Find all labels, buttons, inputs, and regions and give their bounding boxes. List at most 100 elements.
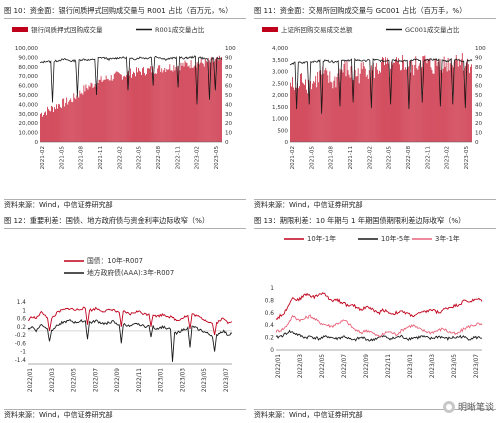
bar	[311, 89, 313, 142]
bar	[205, 60, 207, 142]
bar	[301, 73, 302, 142]
bar	[361, 69, 363, 142]
bar	[313, 81, 315, 142]
bar	[109, 80, 111, 142]
panel-fig13: 图 13：期限利差：10 年期与 1 年期国债期限利差边际收窄（%） 10年-1…	[254, 214, 496, 419]
bar	[317, 71, 319, 142]
y-tick: 0	[270, 348, 274, 354]
bar	[138, 68, 139, 142]
bar	[79, 90, 81, 142]
y-tick-left: 90,000	[18, 55, 38, 61]
y-tick-right: 0	[225, 140, 229, 146]
bar	[351, 76, 353, 142]
x-tick: 2023/03	[180, 368, 186, 392]
y-tick: 1.4	[17, 300, 27, 306]
x-tick: 2022-08	[406, 146, 412, 170]
bar	[206, 62, 208, 142]
bar	[381, 61, 382, 143]
bar	[176, 69, 178, 142]
bar	[106, 79, 108, 142]
bar	[393, 62, 394, 142]
bar	[332, 88, 334, 142]
bar	[310, 81, 312, 142]
bar	[182, 62, 184, 142]
bar	[466, 58, 468, 142]
bar	[143, 67, 144, 142]
bar	[365, 76, 367, 142]
bar	[95, 87, 97, 142]
bar	[75, 99, 77, 142]
bar	[55, 109, 56, 142]
bar	[292, 77, 293, 142]
bar	[392, 64, 393, 142]
bar	[78, 97, 80, 142]
bar	[73, 93, 75, 142]
bar	[108, 80, 110, 142]
bar	[417, 69, 419, 142]
bar	[363, 66, 365, 142]
bar	[96, 87, 98, 142]
x-tick: 2021-05	[309, 146, 315, 170]
panel-fig11: 图 11：资金面：交易所回购成交量与 GC001 占比（百万手，%） 上证所回购…	[254, 4, 496, 209]
x-tick: 2022/09	[115, 368, 121, 392]
bar	[166, 68, 168, 142]
x-tick: 2022-05	[387, 146, 393, 170]
bar	[139, 70, 140, 142]
bar	[216, 56, 218, 142]
bar	[185, 62, 187, 142]
bar	[315, 76, 317, 142]
bar	[202, 63, 204, 142]
bar	[449, 63, 451, 142]
bar	[456, 59, 458, 142]
y-tick-left: 1,000	[272, 117, 288, 123]
y-tick-left: 2,000	[272, 93, 288, 99]
bar	[120, 74, 122, 142]
bar	[452, 67, 454, 142]
bar	[397, 61, 398, 142]
bar	[77, 96, 79, 142]
y-tick: -0.2	[15, 333, 27, 339]
y-tick-right: 100	[225, 46, 236, 52]
bar	[172, 71, 174, 142]
x-tick: 2023-05	[214, 146, 220, 170]
y-tick-left: 80,000	[18, 65, 38, 71]
x-tick: 2022-11	[175, 146, 181, 170]
x-tick: 2022/07	[342, 354, 348, 378]
y-tick-left: 3,000	[272, 70, 288, 76]
bar	[42, 116, 43, 142]
y-tick-left: 1,500	[272, 105, 288, 111]
bar	[80, 93, 82, 142]
bar	[203, 66, 205, 142]
bar	[212, 62, 214, 143]
legend-label: 地方政府债(AAA):3年-R007	[87, 268, 174, 277]
bar	[423, 56, 425, 142]
bar	[137, 72, 138, 142]
bar	[403, 61, 405, 142]
legend-label-line: R001成交量占比	[155, 25, 205, 34]
bar	[191, 67, 193, 142]
bar	[154, 73, 156, 142]
bar	[404, 69, 406, 142]
bar	[167, 70, 169, 142]
bar	[117, 72, 119, 142]
bar	[125, 74, 127, 142]
bar	[320, 70, 322, 142]
y-tick-right: 10	[225, 131, 233, 137]
bar	[135, 76, 136, 142]
bar	[90, 82, 92, 142]
bar	[219, 59, 221, 142]
y-tick-left: 4,000	[272, 46, 288, 52]
y-tick-left: 2,500	[272, 81, 288, 87]
bar	[152, 66, 154, 142]
bar	[328, 82, 330, 142]
bar	[103, 79, 105, 142]
panel-source: 资料来源：Wind，中信证券研究部	[4, 411, 113, 419]
bar	[442, 68, 444, 142]
y-tick: 1	[270, 286, 274, 292]
bar	[88, 85, 90, 142]
bar	[92, 87, 94, 142]
legend-label: 10年-1年	[307, 234, 336, 243]
bar	[329, 71, 331, 142]
bar	[149, 68, 151, 142]
bar	[364, 68, 366, 142]
